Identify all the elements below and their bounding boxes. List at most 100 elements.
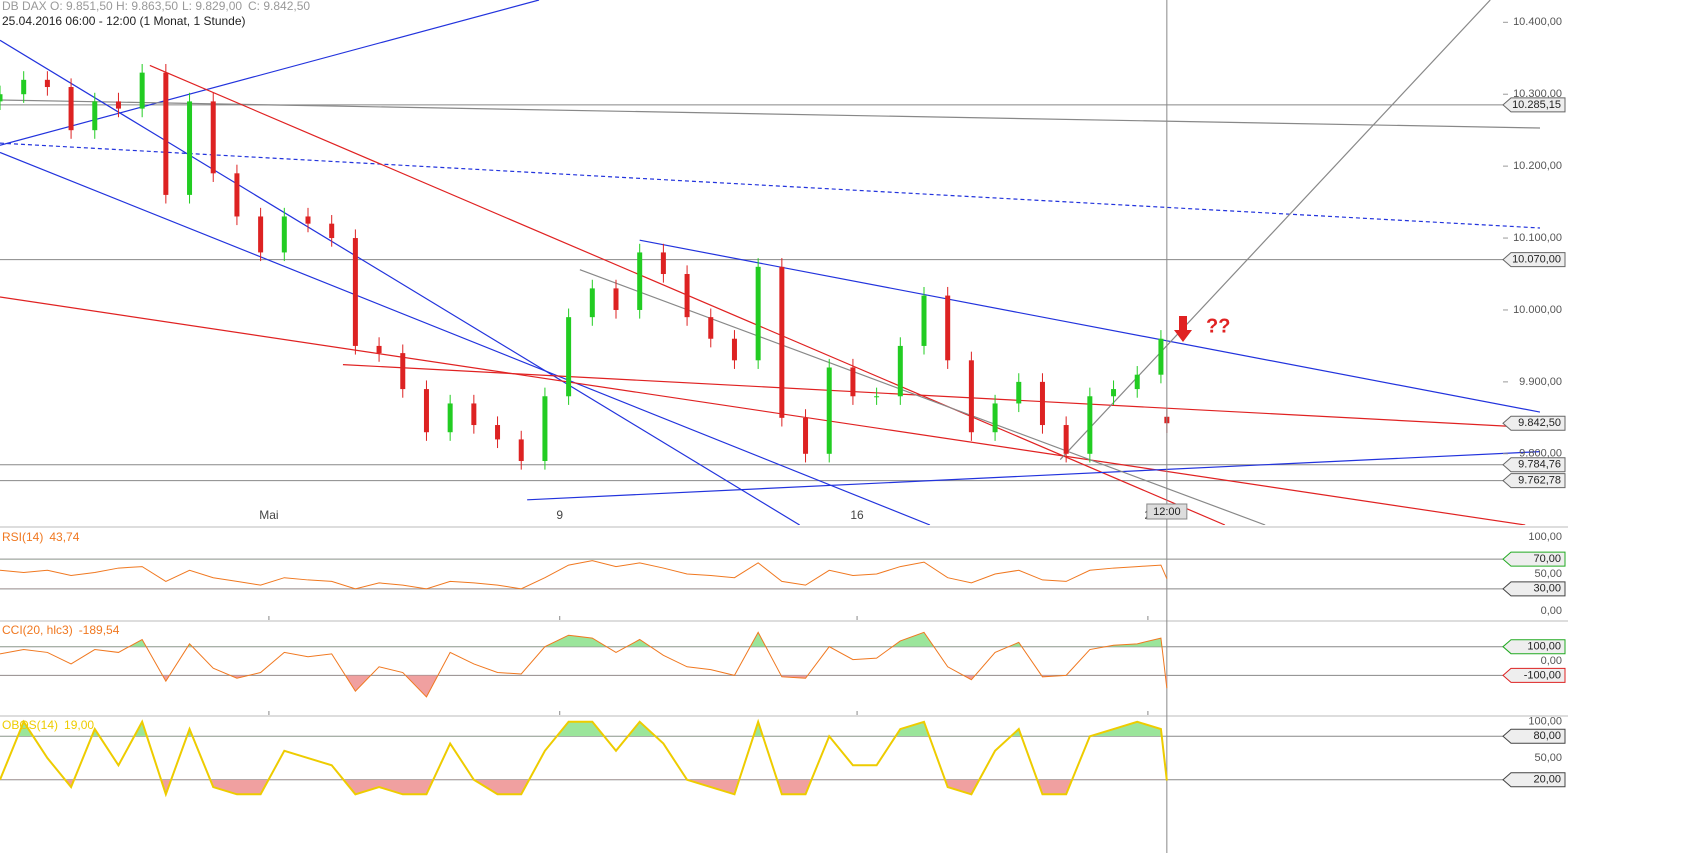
candle-body (613, 288, 619, 310)
candle-body (400, 353, 406, 390)
candle-body (423, 389, 429, 433)
overbought-fill (0, 721, 1167, 737)
y-tick-label: 0,00 (1541, 605, 1562, 617)
cursor-label: 12:00 (1153, 506, 1181, 518)
candle-body (115, 101, 121, 109)
y-tick-label: 9.900,00 (1519, 376, 1562, 388)
indicator-panel (0, 718, 1503, 798)
price-box-label: 80,00 (1533, 730, 1561, 742)
candle-body (566, 317, 572, 397)
ohlc-value: C: 9.842,50 (248, 0, 310, 13)
price-panel (0, 0, 1540, 525)
candle-body (352, 238, 358, 346)
y-tick-label: 10.300,00 (1513, 88, 1562, 100)
x-tick-label: 9 (556, 508, 563, 522)
trendline (0, 151, 931, 525)
price-box-label: -100,00 (1524, 669, 1561, 681)
candle-body (281, 216, 287, 253)
price-box-label: 70,00 (1533, 553, 1561, 565)
y-tick-label: 10.000,00 (1513, 304, 1562, 316)
candle-body (1016, 381, 1022, 404)
subtitle: 25.04.2016 06:00 - 12:00 (1 Monat, 1 Stu… (2, 14, 246, 28)
candle-body (139, 72, 145, 109)
price-box-label: 100,00 (1527, 641, 1561, 653)
x-tick-label: Mai (259, 508, 278, 522)
instrument: DB DAX (2, 0, 47, 13)
trendline (342, 364, 1540, 429)
oversold-fill (65, 779, 1167, 795)
price-box-label: 10.285,15 (1512, 99, 1561, 111)
trendline (0, 296, 1526, 525)
y-tick-label: 100,00 (1528, 531, 1562, 543)
price-box-label: 9.784,76 (1518, 459, 1561, 471)
candle-body (684, 274, 690, 318)
candle-body (779, 266, 785, 418)
price-box (1502, 551, 1566, 567)
price-box-label: 9.762,78 (1518, 474, 1561, 486)
trendline (0, 99, 1540, 129)
trendline (0, 142, 1540, 229)
indicator-value: 43,74 (49, 530, 79, 544)
trendline (1059, 0, 1491, 460)
y-tick-label: 10.200,00 (1513, 160, 1562, 172)
candle-body (518, 439, 524, 461)
candle-body (731, 338, 737, 361)
candle-body (755, 266, 761, 361)
candle-body (803, 417, 809, 454)
indicator-line (0, 560, 1168, 590)
indicator-panel (0, 631, 1503, 698)
price-box (1502, 772, 1566, 788)
candle-body (1134, 374, 1140, 390)
cursor-box (1146, 503, 1188, 520)
price-box (1502, 728, 1566, 744)
ohlc-value: O: 9.851,50 (50, 0, 113, 13)
candle-body (471, 403, 477, 426)
indicator-value: -189,54 (79, 623, 120, 637)
overlay: 10.400,00 10.300,00 10.200,00 10.100,00 10.0… (0, 0, 1568, 853)
candle-body (447, 403, 453, 433)
ohlc-value: L: 9.829,00 (182, 0, 242, 13)
arrow-icon (1174, 316, 1192, 342)
candle-body (0, 94, 3, 102)
price-box (1502, 97, 1566, 113)
price-box (1502, 667, 1566, 683)
candle-body (637, 252, 643, 310)
trendline (0, 39, 800, 525)
price-box-label: 30,00 (1533, 583, 1561, 595)
ohlc-value: H: 9.863,50 (116, 0, 178, 13)
indicator-value: 19,00 (64, 718, 94, 732)
trendline (639, 239, 1540, 413)
candle-body (1063, 425, 1069, 454)
price-box (1502, 639, 1566, 655)
candle-body (850, 367, 856, 397)
candle-body (708, 317, 714, 339)
candle-body (826, 367, 832, 454)
candle-body (92, 101, 98, 131)
candle-body (992, 403, 998, 433)
overbought-fill (128, 632, 1162, 647)
candle-body (921, 295, 927, 346)
candle-body (376, 345, 382, 354)
y-tick-label: 9.800,00 (1519, 448, 1562, 460)
trendline (579, 269, 1266, 525)
candle-body (234, 173, 240, 217)
candle-body (589, 288, 595, 318)
candle-body (1087, 396, 1093, 454)
candle-body (1158, 338, 1164, 375)
candle-body (1111, 389, 1117, 397)
price-box (1502, 581, 1566, 597)
candle-body (329, 223, 335, 239)
annotation: ?? (1206, 315, 1230, 337)
candle-body (44, 79, 50, 88)
price-box (1502, 415, 1566, 431)
indicator-line (0, 631, 1168, 698)
candle-body (258, 216, 264, 253)
price-box-label: 9.842,50 (1518, 417, 1561, 429)
candle-body (305, 216, 311, 224)
indicator-name: CCI(20, hlc3) (2, 623, 73, 637)
candle-body (542, 396, 548, 461)
candle-body (68, 87, 74, 131)
candle-body (874, 396, 880, 398)
